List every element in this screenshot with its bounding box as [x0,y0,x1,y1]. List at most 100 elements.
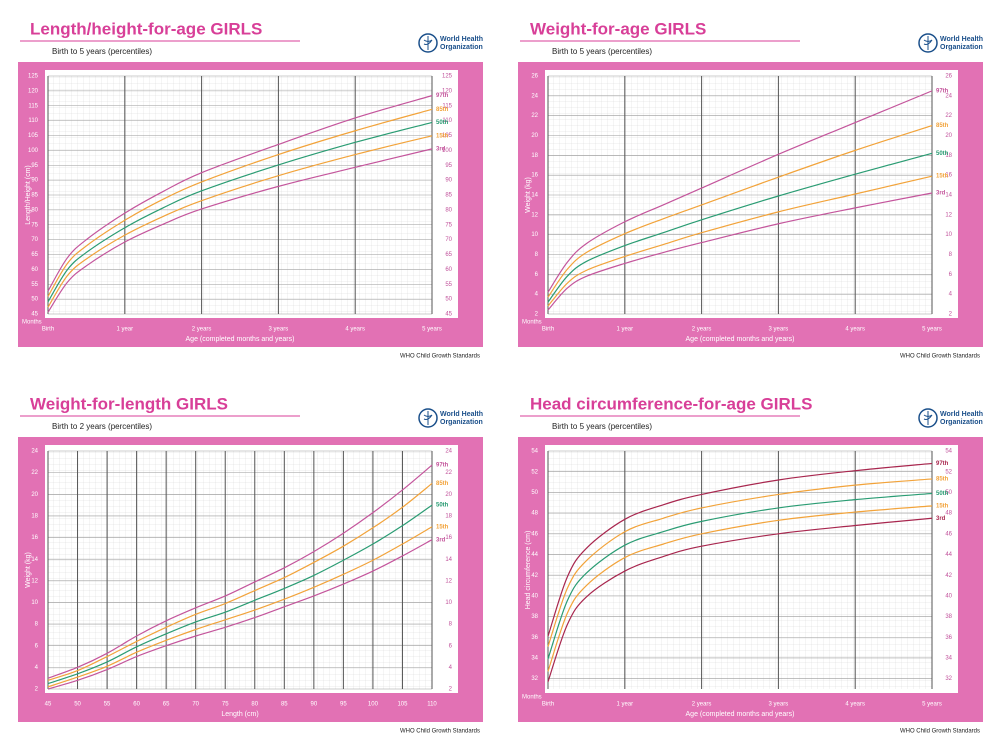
y-tick-label-right: 20 [445,492,452,498]
x-tick-label: 1 year [616,702,633,708]
percentile-line [547,505,933,672]
y-tick-label-right: 14 [445,557,452,563]
y-tick-label-right: 80 [445,207,452,213]
y-tick-label: 4 [35,665,39,671]
who-logo-text: Organization [440,419,483,426]
y-tick-label-right: 120 [442,88,453,94]
who-logo-text: World Health [440,36,483,43]
y-tick-label-right: 110 [442,118,452,124]
y-tick-label: 32 [531,676,538,682]
x-tick-label: 75 [222,702,229,708]
y-tick-label: 24 [31,449,38,455]
y-tick-label: 10 [31,600,38,606]
y-tick-label: 36 [531,635,538,641]
y-tick-label-right: 65 [445,252,452,258]
y-tick-label: 12 [31,578,38,584]
chart-subtitle: Birth to 5 years (percentiles) [552,47,652,56]
who-logo-text: World Health [940,36,983,43]
y-tick-label: 45 [31,312,38,318]
y-tick-label: 12 [531,212,538,218]
who-logo-emblem [923,411,933,425]
y-tick-label: 22 [31,470,38,476]
y-tick-label-right: 60 [445,267,452,273]
y-axis-label: Head circumference (cm) [525,531,532,610]
y-tick-label: 52 [531,469,538,475]
y-tick-label: 2 [35,687,39,693]
x-tick-label: Birth [542,327,554,333]
y-tick-label: 8 [35,622,39,628]
minor-grid [548,451,932,689]
y-tick-label: 80 [31,207,38,213]
y-tick-label-right: 38 [945,614,952,620]
y-tick-label: 65 [31,252,38,258]
y-tick-label: 16 [531,173,538,179]
y-tick-label-right: 90 [445,178,452,184]
series-label: 97th [436,93,449,99]
series-label: 50th [436,120,449,126]
y-tick-label: 6 [535,272,539,278]
y-tick-label: 54 [531,449,538,455]
percentile-line [547,492,933,660]
y-tick-label-right: 45 [445,312,452,318]
y-tick-label: 18 [531,153,538,159]
series-label: 50th [936,151,949,157]
chart-subtitle: Birth to 5 years (percentiles) [552,422,652,431]
y-tick-label-right: 85 [445,193,452,199]
y-tick-label: 20 [531,133,538,139]
series-label: 85th [436,107,449,113]
y-tick-label-right: 6 [449,643,453,649]
series-label: 3rd [936,191,946,197]
x-tick-label: 4 years [345,327,365,333]
x-tick-label: 3 years [769,702,789,708]
footer: WHO Child Growth Standards [900,354,980,360]
chart-subtitle: Birth to 5 years (percentiles) [52,47,152,56]
x-tick-label: 2 years [692,327,712,333]
y-tick-label-right: 18 [945,153,952,159]
y-tick-label: 55 [31,282,38,288]
y-tick-label: 44 [531,552,538,558]
x-tick-label: 70 [192,702,199,708]
x-tick-label: 4 years [845,327,865,333]
x-tick-label: 60 [133,702,140,708]
y-tick-label-right: 2 [949,312,953,318]
percentile-line [47,95,433,292]
y-tick-label: 90 [31,178,38,184]
y-tick-label-right: 32 [945,676,952,682]
y-tick-label-right: 42 [945,573,952,579]
y-tick-label: 8 [535,252,539,258]
x-tick-label: 5 years [922,327,942,333]
y-tick-label: 24 [531,93,538,99]
percentile-line [47,482,433,681]
percentile-line [547,192,933,311]
chart-panel: Length/height-for-age GIRLS Birth to 5 ye… [18,19,483,360]
y-tick-label-right: 12 [945,212,952,218]
series-label: 85th [436,481,449,487]
y-tick-label-right: 24 [945,93,952,99]
x-tick-label: 4 years [845,702,865,708]
y-tick-label: 42 [531,573,538,579]
minor-grid [48,451,432,689]
series-label: 3rd [436,537,446,543]
y-tick-label-right: 44 [945,552,952,558]
y-tick-label-right: 40 [945,593,952,599]
percentile-line [547,517,933,682]
y-tick-label-right: 95 [445,163,452,169]
x-tick-label: 110 [427,702,437,708]
y-tick-label-right: 125 [442,74,453,80]
series-label: 50th [936,491,949,497]
series-label: 50th [436,503,449,509]
y-tick-label-right: 4 [449,665,453,671]
y-tick-label-right: 34 [945,656,952,662]
y-tick-label: 6 [35,643,39,649]
x-tick-label: 90 [311,702,318,708]
who-logo-text: World Health [440,411,483,418]
who-logo-text: Organization [940,419,983,426]
y-tick-label-right: 8 [949,252,953,258]
y-tick-label: 14 [31,557,38,563]
chart-panel: Weight-for-length GIRLS Birth to 2 years … [18,394,483,735]
percentile-line [547,175,933,307]
y-tick-label-right: 115 [442,103,452,109]
y-tick-label-right: 46 [945,531,952,537]
series-label: 97th [436,463,449,469]
y-tick-label-right: 50 [445,297,452,303]
